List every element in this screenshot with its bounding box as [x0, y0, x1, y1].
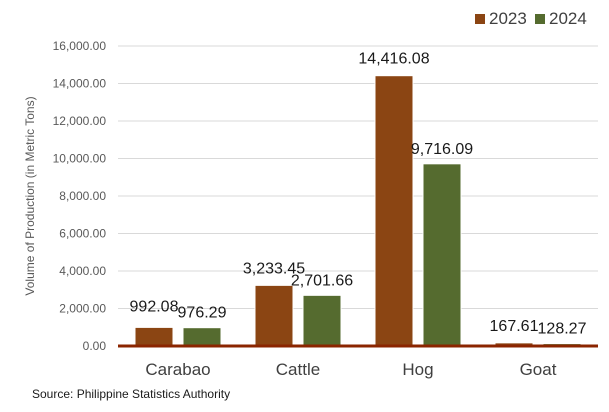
bar-2024-carabao: [182, 327, 222, 347]
data-label: 14,416.08: [358, 51, 429, 68]
data-label: 976.29: [178, 305, 227, 322]
y-tick-label: 16,000.00: [53, 39, 107, 53]
legend-swatch: [475, 14, 485, 24]
gridlines: [118, 45, 598, 309]
bar-2024-cattle: [302, 294, 342, 347]
y-tick-label: 2,000.00: [59, 302, 106, 316]
y-tick-label: 8,000.00: [59, 189, 106, 203]
y-tick-label: 12,000.00: [53, 114, 107, 128]
x-category-label: Hog: [402, 360, 433, 379]
data-label: 9,716.09: [411, 141, 473, 158]
bars: [134, 75, 582, 347]
legend: 2023 2024: [475, 9, 587, 28]
y-axis-label: Volume of Production (in Metric Tons): [23, 96, 37, 295]
data-label: 3,233.45: [243, 260, 305, 277]
source-note: Source: Philippine Statistics Authority: [32, 387, 230, 401]
data-label: 992.08: [130, 298, 179, 315]
data-labels: 992.08 976.29 3,233.452,701.66 14,416.08 9,7…: [130, 51, 587, 338]
y-axis-ticks: 0.00 2,000.00 4,000.00 6,000.00 8,000.00 10,0…: [53, 39, 107, 353]
y-tick-label: 4,000.00: [59, 264, 106, 278]
legend-label: 2024: [549, 9, 587, 28]
bar-2023-cattle: [254, 284, 294, 347]
bar-2023-carabao: [134, 326, 174, 347]
data-label: 167.61: [490, 318, 539, 335]
x-category-label: Carabao: [145, 360, 210, 379]
y-tick-label: 10,000.00: [53, 152, 107, 166]
legend-label: 2023: [489, 9, 527, 28]
data-label: 128.27: [538, 321, 587, 338]
bar-2024-hog: [422, 163, 462, 347]
y-tick-label: 6,000.00: [59, 227, 106, 241]
bar-2023-hog: [374, 75, 414, 347]
data-label: 2,701.66: [291, 272, 353, 289]
y-tick-label: 14,000.00: [53, 77, 107, 91]
legend-swatch: [535, 14, 545, 24]
x-category-label: Cattle: [276, 360, 320, 379]
x-category-label: Goat: [520, 360, 557, 379]
y-tick-label: 0.00: [83, 339, 107, 353]
x-axis-categories: Carabao Cattle Hog Goat: [145, 360, 556, 379]
